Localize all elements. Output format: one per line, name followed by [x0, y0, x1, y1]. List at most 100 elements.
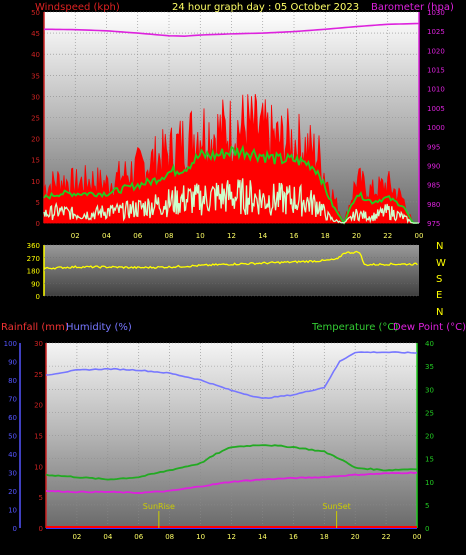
avg-wind-series: [43, 144, 418, 225]
hour-tick-label: 12: [227, 533, 236, 541]
baro-tick-label: 980: [427, 201, 440, 209]
hour-tick-label: 00: [413, 533, 422, 541]
baro-tick-label: 975: [427, 220, 440, 228]
baro-tick-label: 1030: [427, 9, 445, 17]
wind-tick-label: 40: [31, 51, 40, 59]
dew-point-series: [45, 471, 418, 494]
wind-tick-label: 0: [36, 220, 40, 228]
climate-gridlines: [46, 342, 418, 529]
temperature-tick-labels: 0 5 10 15 20 25 30 35 40: [425, 340, 434, 533]
humidity-series: [45, 351, 418, 399]
direction-gridlines: [44, 244, 419, 297]
temperature-tick-label: 25: [425, 409, 434, 417]
climate-x-tick-labels: 02 04 06 08 10 12 14 16 18 20 22 00: [72, 533, 421, 541]
humidity-tick-label: 20: [34, 402, 43, 410]
temperature-series: [45, 444, 418, 481]
rainfall-tick-label: 60: [8, 414, 17, 422]
hour-tick-label: 04: [103, 533, 112, 541]
hour-tick-label: 22: [382, 533, 391, 541]
baro-tick-label: 990: [427, 162, 440, 170]
hour-tick-label: 12: [227, 232, 236, 240]
direction-panel: 0 90 180 270 360 N W S E N: [27, 241, 446, 318]
wind-series-group: [43, 22, 420, 225]
humidity-tick-labels: 0 5 10 15 20 25 30: [34, 340, 43, 533]
compass-letter: W: [436, 258, 446, 269]
baro-tick-label: 1025: [427, 28, 445, 36]
rainfall-tick-label: 0: [13, 525, 17, 533]
barometer-series: [43, 22, 420, 37]
wind-tick-label: 45: [31, 30, 40, 38]
rainfall-tick-label: 80: [8, 377, 17, 385]
humidity-tick-label: 0: [39, 525, 43, 533]
hour-tick-label: 16: [289, 533, 298, 541]
direction-series: [43, 250, 418, 270]
compass-letter: N: [436, 241, 443, 252]
wind-tick-label: 15: [31, 157, 40, 165]
wind-tick-label: 30: [31, 93, 40, 101]
hour-tick-label: 22: [383, 232, 392, 240]
humidity-tick-label: 30: [34, 340, 43, 348]
compass-letters: N W S E N: [436, 241, 446, 318]
baro-tick-label: 1015: [427, 67, 445, 75]
humidity-tick-label: 10: [34, 463, 43, 471]
hour-tick-label: 08: [165, 533, 174, 541]
chart-title: 24 hour graph day : 05 October 2023: [172, 2, 359, 13]
rainfall-tick-label: 90: [8, 359, 17, 367]
windspeed-axis-label: Windspeed (kph): [35, 2, 120, 13]
baro-tick-label: 1020: [427, 47, 445, 55]
rainfall-tick-label: 30: [8, 470, 17, 478]
hour-tick-label: 16: [290, 232, 299, 240]
compass-letter: S: [436, 274, 442, 285]
temperature-tick-label: 30: [425, 386, 434, 394]
direction-tick-label: 90: [31, 280, 40, 288]
min-wind-series: [43, 178, 419, 224]
climate-series-group: [45, 351, 418, 528]
rainfall-axis-label: Rainfall (mm): [1, 322, 69, 333]
barometer-axis-label: Barometer (hpa): [371, 2, 454, 13]
direction-tick-label: 270: [27, 255, 40, 263]
hour-tick-label: 18: [320, 533, 329, 541]
temperature-axis-label: Temperature (°C): [311, 322, 398, 333]
sunset-label: SunSet: [322, 502, 350, 511]
wind-tick-label: 5: [36, 199, 40, 207]
hour-tick-label: 06: [133, 232, 142, 240]
direction-tick-labels: 0 90 180 270 360: [27, 242, 40, 301]
sunrise-label: SunRise: [143, 502, 175, 511]
baro-right-tick-labels: 975 980 985 990 995 1000 1005 1010 1015 1020 1025 1…: [427, 9, 445, 228]
hour-tick-label: 02: [72, 533, 81, 541]
hour-tick-label: 02: [71, 232, 80, 240]
hour-tick-label: 08: [165, 232, 174, 240]
temperature-tick-label: 5: [425, 502, 429, 510]
wind-tick-label: 35: [31, 72, 40, 80]
temperature-tick-label: 35: [425, 363, 434, 371]
climate-panel: Rainfall (mm) Humidity (%) Temperature (…: [1, 322, 466, 541]
humidity-tick-label: 15: [34, 433, 43, 441]
temperature-tick-label: 15: [425, 456, 434, 464]
rainfall-tick-labels: 0 10 20 30 40 50 60 70 80 90 100: [4, 340, 17, 533]
rainfall-tick-label: 10: [8, 507, 17, 515]
wind-tick-label: 50: [31, 9, 40, 17]
hour-tick-label: 20: [351, 533, 360, 541]
rainfall-tick-label: 20: [8, 488, 17, 496]
hour-tick-label: 06: [134, 533, 143, 541]
hour-tick-label: 14: [258, 232, 267, 240]
baro-tick-label: 1010: [427, 86, 445, 94]
humidity-tick-label: 25: [34, 371, 43, 379]
wind-tick-label: 25: [31, 115, 40, 123]
compass-letter: E: [436, 290, 442, 301]
baro-tick-label: 1005: [427, 105, 445, 113]
wind-tick-label: 10: [31, 178, 40, 186]
temperature-tick-label: 0: [425, 525, 429, 533]
hour-tick-label: 00: [415, 232, 424, 240]
hour-tick-label: 14: [258, 533, 267, 541]
direction-tick-label: 0: [36, 293, 40, 301]
humidity-tick-label: 5: [39, 494, 43, 502]
baro-tick-label: 1000: [427, 124, 445, 132]
temperature-tick-label: 40: [425, 340, 434, 348]
compass-letter: N: [436, 307, 443, 318]
baro-tick-label: 995: [427, 143, 440, 151]
hour-tick-label: 18: [321, 232, 330, 240]
rainfall-tick-label: 70: [8, 396, 17, 404]
